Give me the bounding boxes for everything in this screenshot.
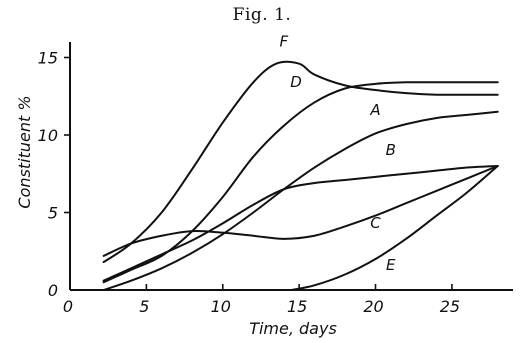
figure-title: Fig. 1. <box>233 5 292 25</box>
curve-label-c: C <box>370 214 381 232</box>
axes: 0 5 10 15 20 25 0 5 10 15 <box>38 42 513 316</box>
x-tick-label: 25 <box>440 297 460 316</box>
curve-e <box>290 165 499 291</box>
curve-a <box>102 110 499 291</box>
x-tick-label: 20 <box>363 297 383 316</box>
y-tick-label: 0 <box>48 281 58 300</box>
curve-label-e: E <box>386 256 396 274</box>
x-tick-label: 10 <box>211 297 231 316</box>
x-axis-label: Time, days <box>249 319 337 338</box>
y-tick-label: 5 <box>48 204 58 223</box>
curve-b <box>102 165 499 282</box>
curve-label-a: A <box>369 101 380 119</box>
curve-labels: A B C D E F <box>280 33 397 274</box>
y-axis-label: Constituent % <box>15 95 34 208</box>
curve-label-f: F <box>280 33 289 51</box>
x-tick-label: 0 <box>63 297 73 316</box>
curve-d <box>102 81 499 284</box>
curve-f <box>102 60 499 264</box>
x-tick-label: 15 <box>287 297 307 316</box>
y-tick-label: 10 <box>38 126 58 145</box>
curves <box>102 60 499 291</box>
x-tick-label: 5 <box>139 297 149 316</box>
y-tick-label: 15 <box>38 49 58 68</box>
curve-c <box>102 165 499 257</box>
curve-label-d: D <box>290 73 302 91</box>
curve-label-b: B <box>386 141 396 159</box>
